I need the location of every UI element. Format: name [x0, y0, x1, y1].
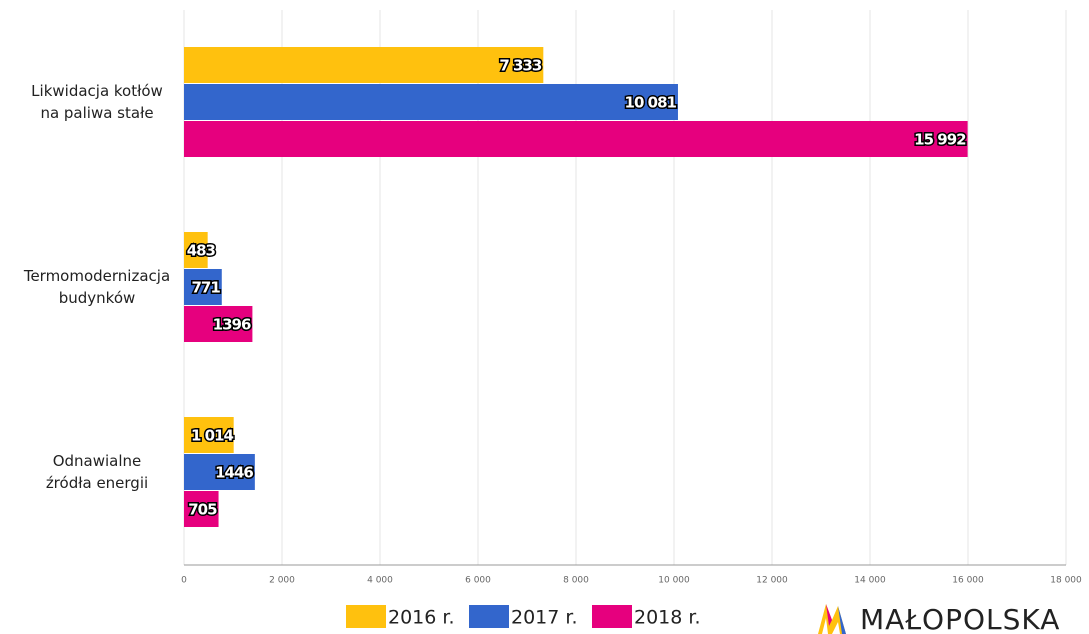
- legend-label: 2017 r.: [511, 607, 578, 629]
- bar: [184, 269, 222, 305]
- y-tick-label: na paliwa stałe: [40, 104, 153, 122]
- bar: [184, 121, 968, 157]
- legend-swatch: [592, 605, 632, 628]
- x-tick-label: 8 000: [563, 576, 589, 586]
- legend-label: 2018 r.: [634, 607, 701, 629]
- value-label: 1446: [215, 464, 253, 482]
- x-tick-label: 0: [181, 576, 187, 586]
- bar: [184, 84, 678, 120]
- x-tick-label: 18 000: [1050, 576, 1082, 586]
- x-tick-label: 12 000: [756, 576, 788, 586]
- value-label: 1 014: [191, 427, 234, 445]
- legend-swatch: [469, 605, 509, 628]
- logo-text: MAŁOPOLSKA: [860, 603, 1060, 634]
- legend-swatch: [346, 605, 386, 628]
- bar: [184, 306, 253, 342]
- y-tick-label: Termomodernizacja: [23, 267, 170, 285]
- x-tick-label: 6 000: [465, 576, 491, 586]
- bar: [184, 417, 234, 453]
- x-tick-label: 2 000: [269, 576, 295, 586]
- bar: [184, 454, 255, 490]
- x-tick-label: 14 000: [854, 576, 886, 586]
- value-label: 1396: [213, 316, 251, 334]
- y-tick-label: źródła energii: [46, 474, 148, 492]
- y-tick-label: budynków: [59, 289, 136, 307]
- legend-label: 2016 r.: [388, 607, 455, 629]
- value-label: 15 992: [914, 131, 966, 149]
- value-label: 705: [188, 501, 217, 519]
- x-tick-label: 16 000: [952, 576, 984, 586]
- x-tick-label: 10 000: [658, 576, 690, 586]
- y-tick-label: Odnawialne: [53, 452, 142, 470]
- value-label: 483: [187, 242, 216, 260]
- x-tick-label: 4 000: [367, 576, 393, 586]
- y-tick-label: Likwidacja kotłów: [31, 82, 163, 100]
- value-label: 7 333: [499, 57, 542, 75]
- bar: [184, 491, 219, 527]
- logo-icon: [818, 604, 846, 634]
- value-label: 10 081: [625, 94, 677, 112]
- bar: [184, 47, 544, 83]
- value-label: 771: [191, 279, 220, 297]
- bar: [184, 232, 208, 268]
